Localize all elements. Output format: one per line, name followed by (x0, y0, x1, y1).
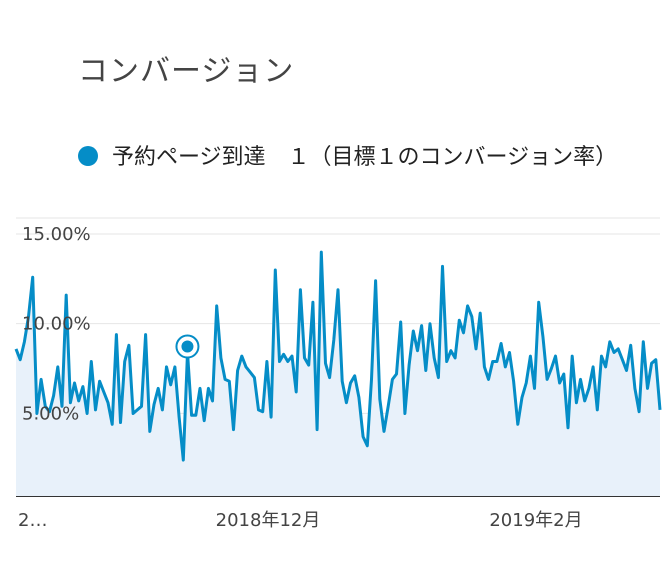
highlight-dot (181, 340, 194, 353)
area-fill (16, 252, 660, 496)
line-chart[interactable]: 5.00% 10.00% 15.00% 2… 2018年12月 2019年2月 (0, 210, 666, 550)
legend-series-label: 予約ページ到達 １（目標１のコンバージョン率） (112, 145, 618, 170)
x-tick-label: 2018年12月 (216, 510, 321, 531)
y-tick-label: 10.00% (22, 314, 91, 335)
y-tick-label: 5.00% (22, 403, 79, 424)
highlight-point (175, 334, 200, 359)
series-line (14, 250, 662, 462)
legend-series-dot-icon (78, 146, 98, 166)
legend[interactable]: 予約ページ到達 １（目標１のコンバージョン率） (78, 142, 618, 174)
chart-title: コンバージョン (78, 54, 295, 89)
x-tick-label: 2… (18, 510, 47, 531)
x-tick-label: 2019年2月 (489, 510, 582, 531)
y-tick-label: 15.00% (22, 224, 91, 245)
